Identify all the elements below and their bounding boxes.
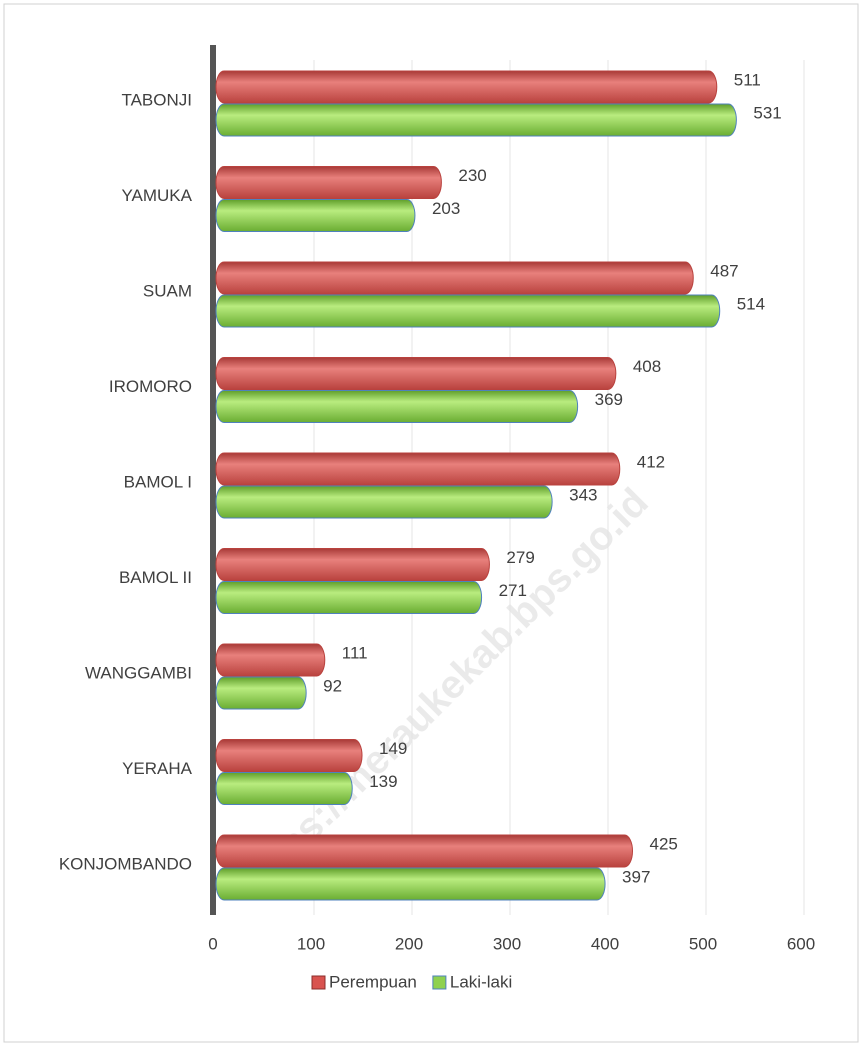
bar [215, 739, 363, 772]
data-label: 230 [458, 166, 486, 185]
y-tick-label: SUAM [143, 281, 192, 300]
bar [215, 485, 553, 519]
x-tick-label: 100 [297, 934, 325, 953]
bar [215, 548, 490, 581]
data-label: 279 [506, 548, 534, 567]
y-tick-label: TABONJI [121, 90, 192, 109]
bar [215, 452, 621, 486]
y-axis-wall [210, 45, 216, 915]
bar [215, 166, 442, 199]
bar [215, 103, 737, 137]
data-label: 271 [499, 581, 527, 600]
data-label: 412 [637, 452, 665, 471]
x-tick-label: 0 [208, 934, 217, 953]
data-label: 487 [710, 261, 738, 280]
y-tick-label: BAMOL I [124, 472, 192, 491]
x-tick-label: 600 [787, 934, 815, 953]
bar [215, 581, 483, 614]
data-label: 369 [595, 390, 623, 409]
data-label: 343 [569, 485, 597, 504]
bar [215, 261, 694, 295]
bar [215, 294, 721, 328]
x-tick-label: 300 [493, 934, 521, 953]
bar [215, 772, 353, 805]
y-tick-label: YAMUKA [121, 186, 192, 205]
legend-label: Laki-laki [450, 972, 512, 991]
legend-swatch [311, 975, 326, 990]
bar [215, 643, 326, 677]
data-label: 511 [734, 70, 761, 89]
bar [215, 70, 718, 104]
y-tick-label: KONJOMBANDO [59, 854, 192, 873]
bar [215, 357, 617, 390]
bar [215, 867, 606, 901]
data-label: 397 [622, 867, 650, 886]
bar [215, 834, 633, 868]
data-label: 111 [342, 643, 368, 662]
legend-swatch [432, 975, 447, 990]
x-tick-label: 400 [591, 934, 619, 953]
bar [215, 390, 579, 423]
x-tick-label: 500 [689, 934, 717, 953]
y-tick-label: BAMOL II [119, 568, 192, 587]
y-tick-label: WANGGAMBI [85, 663, 192, 682]
data-label: 139 [369, 772, 397, 791]
data-label: 92 [323, 676, 342, 695]
data-label: 203 [432, 199, 460, 218]
bar [215, 199, 416, 232]
data-label: 425 [650, 834, 678, 853]
bar [215, 676, 307, 710]
data-label: 408 [633, 357, 661, 376]
data-label: 149 [379, 739, 407, 758]
data-label: 531 [753, 103, 781, 122]
y-tick-label: IROMORO [109, 377, 192, 396]
legend-label: Perempuan [329, 972, 417, 991]
data-label: 514 [737, 294, 765, 313]
x-tick-label: 200 [395, 934, 423, 953]
y-tick-label: YERAHA [122, 759, 193, 778]
